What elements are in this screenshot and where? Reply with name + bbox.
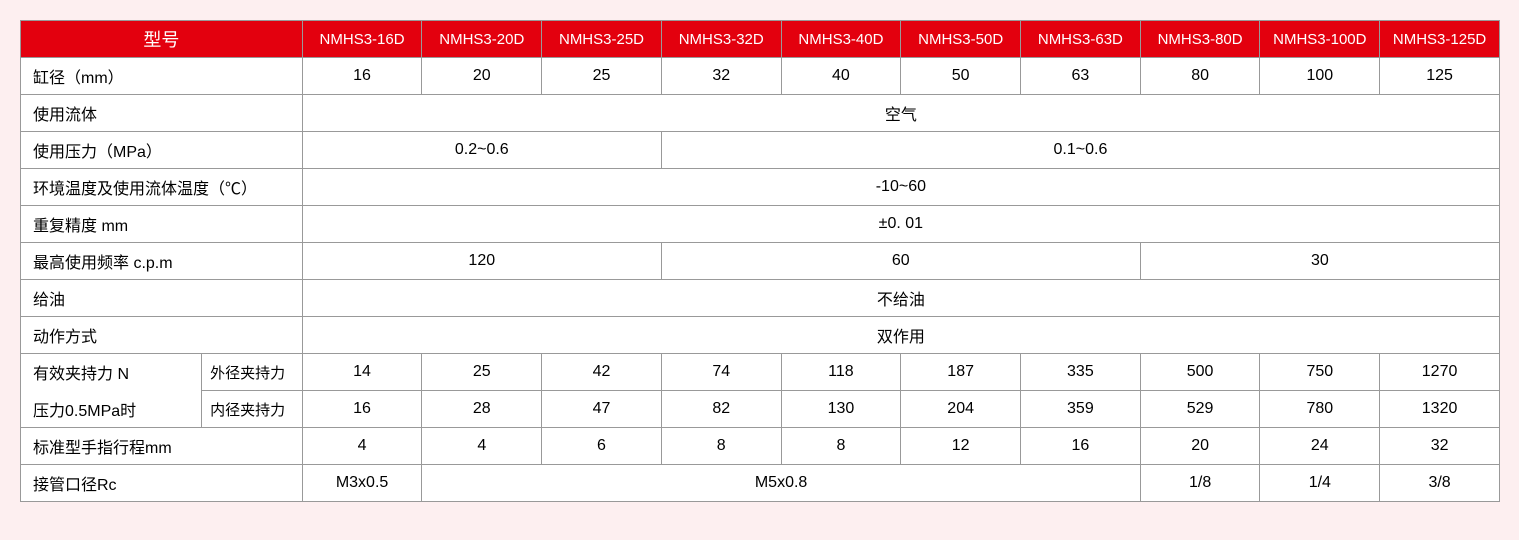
port-label: 接管口径Rc bbox=[21, 465, 303, 502]
port-v3: 1/8 bbox=[1140, 465, 1260, 502]
bore-1: 20 bbox=[422, 58, 542, 95]
bore-9: 125 bbox=[1380, 58, 1500, 95]
grip-o-9: 1270 bbox=[1380, 354, 1500, 391]
model-7: NMHS3-80D bbox=[1140, 21, 1260, 58]
action-row: 动作方式 双作用 bbox=[21, 317, 1500, 354]
port-v1: M3x0.5 bbox=[302, 465, 422, 502]
repeat-value: ±0. 01 bbox=[302, 206, 1499, 243]
grip-o-5: 187 bbox=[901, 354, 1021, 391]
grip-inner-label: 内径夹持力 bbox=[202, 391, 303, 428]
grip-o-4: 118 bbox=[781, 354, 901, 391]
pressure-g2: 0.1~0.6 bbox=[661, 132, 1499, 169]
bore-3: 32 bbox=[661, 58, 781, 95]
stroke-7: 20 bbox=[1140, 428, 1260, 465]
port-row: 接管口径Rc M3x0.5 M5x0.8 1/8 1/4 3/8 bbox=[21, 465, 1500, 502]
bore-0: 16 bbox=[302, 58, 422, 95]
stroke-row: 标准型手指行程mm 4 4 6 8 8 12 16 20 24 32 bbox=[21, 428, 1500, 465]
temp-value: -10~60 bbox=[302, 169, 1499, 206]
grip-i-4: 130 bbox=[781, 391, 901, 428]
port-v4: 1/4 bbox=[1260, 465, 1380, 502]
bore-7: 80 bbox=[1140, 58, 1260, 95]
grip-o-1: 25 bbox=[422, 354, 542, 391]
stroke-3: 8 bbox=[661, 428, 781, 465]
grip-o-2: 42 bbox=[542, 354, 662, 391]
stroke-8: 24 bbox=[1260, 428, 1380, 465]
stroke-5: 12 bbox=[901, 428, 1021, 465]
oil-label: 给油 bbox=[21, 280, 303, 317]
stroke-0: 4 bbox=[302, 428, 422, 465]
port-v5: 3/8 bbox=[1380, 465, 1500, 502]
grip-label1: 有效夹持力 N bbox=[21, 354, 202, 391]
repeat-row: 重复精度 mm ±0. 01 bbox=[21, 206, 1500, 243]
grip-i-2: 47 bbox=[542, 391, 662, 428]
grip-i-1: 28 bbox=[422, 391, 542, 428]
bore-5: 50 bbox=[901, 58, 1021, 95]
grip-o-8: 750 bbox=[1260, 354, 1380, 391]
grip-i-6: 359 bbox=[1021, 391, 1141, 428]
pressure-g1: 0.2~0.6 bbox=[302, 132, 661, 169]
freq-row: 最高使用频率 c.p.m 120 60 30 bbox=[21, 243, 1500, 280]
model-3: NMHS3-32D bbox=[661, 21, 781, 58]
repeat-label: 重复精度 mm bbox=[21, 206, 303, 243]
model-0: NMHS3-16D bbox=[302, 21, 422, 58]
fluid-row: 使用流体 空气 bbox=[21, 95, 1500, 132]
oil-value: 不给油 bbox=[302, 280, 1499, 317]
grip-o-7: 500 bbox=[1140, 354, 1260, 391]
grip-outer-row: 有效夹持力 N 外径夹持力 14 25 42 74 118 187 335 50… bbox=[21, 354, 1500, 391]
spec-table: 型号 NMHS3-16D NMHS3-20D NMHS3-25D NMHS3-3… bbox=[20, 20, 1500, 502]
grip-o-3: 74 bbox=[661, 354, 781, 391]
port-v2: M5x0.8 bbox=[422, 465, 1140, 502]
stroke-6: 16 bbox=[1021, 428, 1141, 465]
bore-6: 63 bbox=[1021, 58, 1141, 95]
bore-label: 缸径（mm） bbox=[21, 58, 303, 95]
model-4: NMHS3-40D bbox=[781, 21, 901, 58]
grip-o-6: 335 bbox=[1021, 354, 1141, 391]
grip-i-3: 82 bbox=[661, 391, 781, 428]
stroke-1: 4 bbox=[422, 428, 542, 465]
grip-outer-label: 外径夹持力 bbox=[202, 354, 303, 391]
grip-label2: 压力0.5MPa时 bbox=[21, 391, 202, 428]
grip-o-0: 14 bbox=[302, 354, 422, 391]
grip-i-9: 1320 bbox=[1380, 391, 1500, 428]
oil-row: 给油 不给油 bbox=[21, 280, 1500, 317]
temp-row: 环境温度及使用流体温度（℃） -10~60 bbox=[21, 169, 1500, 206]
stroke-2: 6 bbox=[542, 428, 662, 465]
bore-4: 40 bbox=[781, 58, 901, 95]
stroke-9: 32 bbox=[1380, 428, 1500, 465]
model-1: NMHS3-20D bbox=[422, 21, 542, 58]
grip-i-7: 529 bbox=[1140, 391, 1260, 428]
freq-g3: 30 bbox=[1140, 243, 1499, 280]
freq-label: 最高使用频率 c.p.m bbox=[21, 243, 303, 280]
grip-i-0: 16 bbox=[302, 391, 422, 428]
bore-8: 100 bbox=[1260, 58, 1380, 95]
stroke-label: 标准型手指行程mm bbox=[21, 428, 303, 465]
header-title: 型号 bbox=[21, 21, 303, 58]
grip-i-8: 780 bbox=[1260, 391, 1380, 428]
model-8: NMHS3-100D bbox=[1260, 21, 1380, 58]
action-value: 双作用 bbox=[302, 317, 1499, 354]
bore-2: 25 bbox=[542, 58, 662, 95]
action-label: 动作方式 bbox=[21, 317, 303, 354]
model-2: NMHS3-25D bbox=[542, 21, 662, 58]
temp-label: 环境温度及使用流体温度（℃） bbox=[21, 169, 303, 206]
pressure-row: 使用压力（MPa） 0.2~0.6 0.1~0.6 bbox=[21, 132, 1500, 169]
header-row: 型号 NMHS3-16D NMHS3-20D NMHS3-25D NMHS3-3… bbox=[21, 21, 1500, 58]
model-5: NMHS3-50D bbox=[901, 21, 1021, 58]
stroke-4: 8 bbox=[781, 428, 901, 465]
bore-row: 缸径（mm） 16 20 25 32 40 50 63 80 100 125 bbox=[21, 58, 1500, 95]
model-6: NMHS3-63D bbox=[1021, 21, 1141, 58]
fluid-label: 使用流体 bbox=[21, 95, 303, 132]
grip-i-5: 204 bbox=[901, 391, 1021, 428]
model-9: NMHS3-125D bbox=[1380, 21, 1500, 58]
freq-g1: 120 bbox=[302, 243, 661, 280]
pressure-label: 使用压力（MPa） bbox=[21, 132, 303, 169]
fluid-value: 空气 bbox=[302, 95, 1499, 132]
freq-g2: 60 bbox=[661, 243, 1140, 280]
grip-inner-row: 压力0.5MPa时 内径夹持力 16 28 47 82 130 204 359 … bbox=[21, 391, 1500, 428]
